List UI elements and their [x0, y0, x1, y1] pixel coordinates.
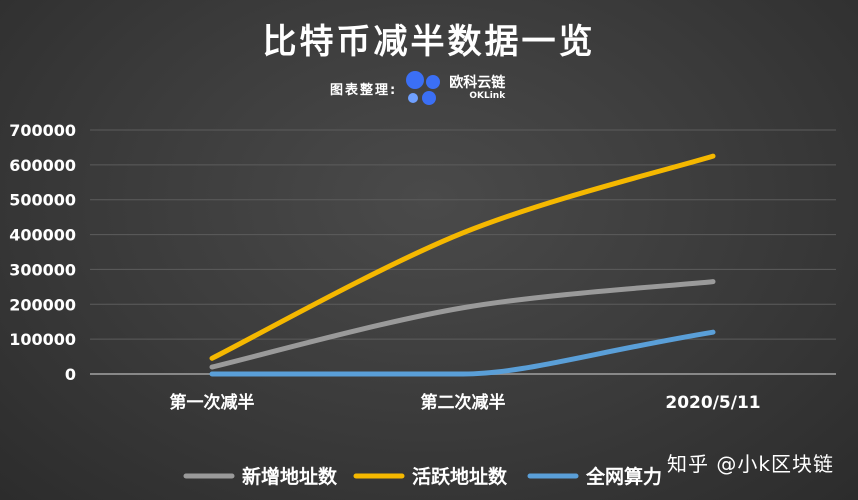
- grid-lines: [90, 129, 836, 375]
- legend-label: 全网算力: [585, 465, 662, 488]
- y-tick-label: 300000: [9, 260, 76, 279]
- y-axis-ticks: 0 100000 200000 300000 400000 500000 600000 700…: [9, 121, 76, 384]
- y-tick-label: 400000: [9, 226, 76, 245]
- x-tick-label: 2020/5/11: [665, 393, 760, 413]
- chart-title: 比特币减半数据一览: [262, 22, 596, 62]
- y-tick-label: 100000: [9, 330, 76, 349]
- credit-line: 图表整理: 欧科云链 OKLink: [330, 70, 505, 106]
- y-tick-label: 700000: [9, 121, 76, 140]
- series-line-2: [209, 153, 716, 361]
- oklink-logo-icon: [406, 71, 441, 105]
- series-lines: [209, 153, 716, 377]
- series-line-3: [209, 329, 716, 377]
- y-tick-label: 200000: [9, 295, 76, 314]
- x-tick-label: 第一次减半: [170, 392, 255, 413]
- brand: 欧科云链 OKLink: [449, 74, 506, 101]
- legend: 新增地址数 活跃地址数 全网算力: [183, 465, 662, 488]
- y-tick-label: 500000: [9, 191, 76, 210]
- x-tick-label: 第二次减半: [421, 392, 506, 413]
- y-tick-label: 0: [65, 365, 76, 384]
- x-axis-ticks: 第一次减半 第二次减半 2020/5/11: [170, 392, 761, 413]
- series-line-1: [209, 279, 716, 370]
- legend-label: 新增地址数: [242, 465, 338, 488]
- brand-name: 欧科云链: [449, 74, 506, 91]
- watermark: 知乎 @小k区块链: [667, 452, 834, 476]
- legend-label: 活跃地址数: [412, 465, 508, 488]
- brand-sub: OKLink: [469, 90, 506, 101]
- credit-label: 图表整理:: [330, 82, 398, 98]
- y-tick-label: 600000: [9, 156, 76, 175]
